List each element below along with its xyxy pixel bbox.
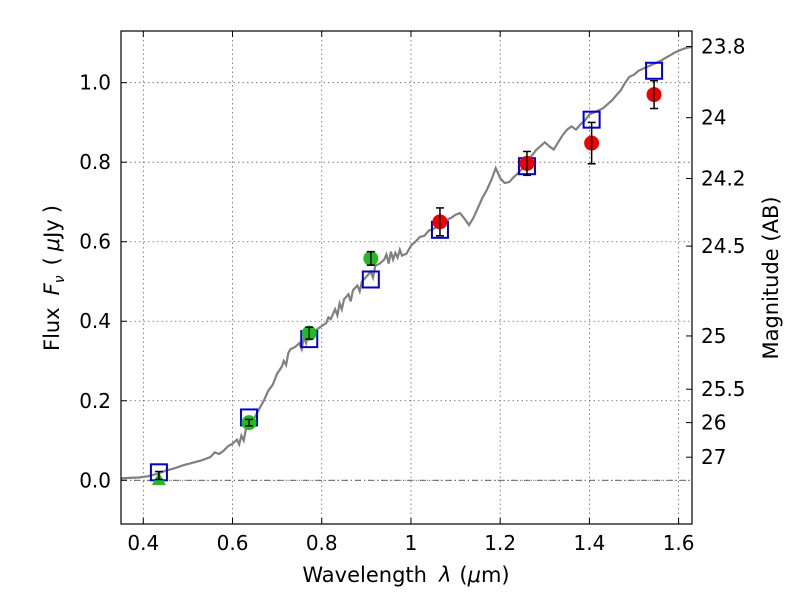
y-tick-label: 0.4 <box>79 309 111 333</box>
right-y-axis-label: Magnitude (AB) <box>759 196 783 359</box>
right-y-tick-label: 25.5 <box>701 377 746 401</box>
x-tick-label: 1.6 <box>663 531 695 555</box>
series-group <box>121 45 692 486</box>
right-y-tick-label: 25 <box>701 324 726 348</box>
model-flux-square <box>361 270 380 289</box>
right-y-tick-label: 24 <box>701 106 726 130</box>
x-tick-label: 1 <box>405 531 418 555</box>
right-y-tick-label: 24.5 <box>701 234 746 258</box>
y-tick-label: 0.6 <box>79 230 111 254</box>
y-tick-label: 1.0 <box>79 71 111 95</box>
plot-area <box>121 45 692 486</box>
axis-ticks: 0.4 0.6 0.8 1 1.2 1.4 1.6 0.0 0.2 0.4 0.6 0.8 1.0 23.… <box>79 31 746 555</box>
x-axis-label: Wavelength λ (μm) <box>302 563 509 587</box>
plot-frame <box>120 30 693 525</box>
x-tick-label: 0.4 <box>127 531 159 555</box>
grid-lines <box>121 31 692 524</box>
y-tick-label: 0.2 <box>79 389 111 413</box>
y-tick-label: 0.0 <box>79 468 111 492</box>
x-tick-label: 0.6 <box>217 531 249 555</box>
x-tick-label: 1.4 <box>573 531 605 555</box>
model-flux-square <box>645 61 664 80</box>
right-y-tick-label: 26 <box>701 411 726 435</box>
y-tick-label: 0.8 <box>79 150 111 174</box>
right-y-tick-label: 24.2 <box>701 167 746 191</box>
model-spectrum-line <box>121 45 692 480</box>
right-y-tick-label: 23.8 <box>701 35 746 59</box>
x-tick-label: 1.2 <box>484 531 516 555</box>
y-axis-label: FluxFν(μJy) <box>40 205 68 351</box>
x-tick-label: 0.8 <box>306 531 338 555</box>
right-y-tick-label: 27 <box>701 445 726 469</box>
